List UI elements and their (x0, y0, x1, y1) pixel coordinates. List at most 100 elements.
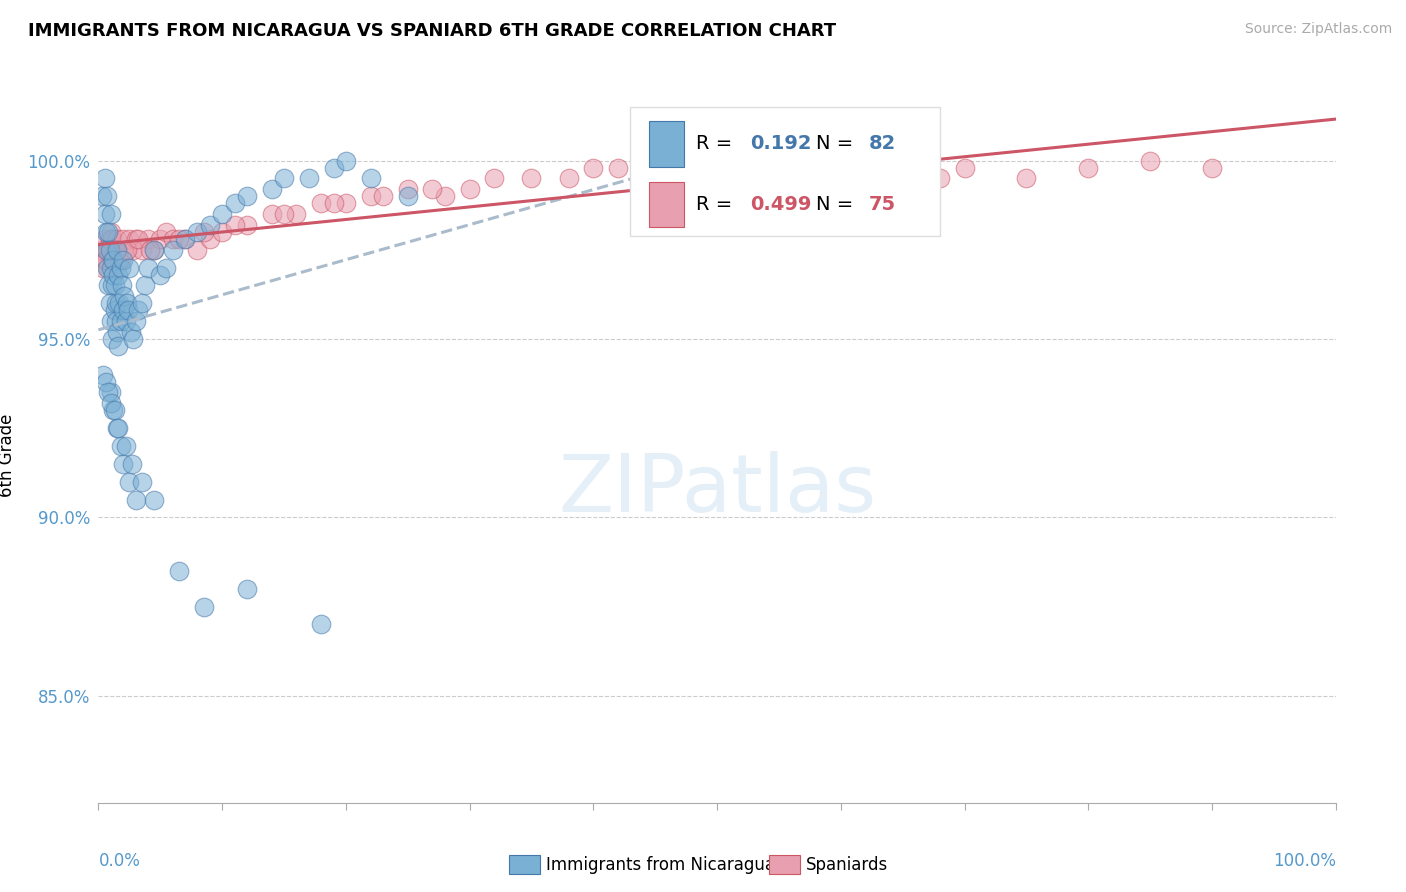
Point (143, 492, 166, 507)
Point (198, 218, 221, 232)
Point (484, 171, 506, 186)
Point (104, 296, 127, 310)
Point (103, 268, 125, 282)
Point (186, 225, 208, 239)
Point (96, 243, 118, 257)
FancyBboxPatch shape (650, 182, 683, 227)
Point (114, 314, 136, 328)
Point (97, 385, 120, 400)
Point (101, 332, 124, 346)
Point (322, 196, 344, 211)
Point (186, 243, 208, 257)
Point (93, 207, 115, 221)
Point (273, 171, 295, 186)
Point (110, 314, 132, 328)
Point (131, 296, 153, 310)
Point (103, 403, 125, 417)
Point (768, 171, 790, 186)
Point (1139, 153, 1161, 168)
Point (91, 243, 114, 257)
Point (155, 225, 177, 239)
Point (520, 171, 543, 186)
Point (731, 161, 754, 175)
Point (98, 296, 121, 310)
Point (100, 243, 122, 257)
Text: Spaniards: Spaniards (806, 856, 887, 874)
Point (855, 161, 877, 175)
Point (830, 161, 852, 175)
Point (211, 207, 233, 221)
Point (118, 260, 141, 275)
Point (224, 196, 246, 211)
Point (953, 161, 976, 175)
Point (103, 303, 125, 318)
Point (124, 314, 146, 328)
Point (93, 368, 115, 382)
Point (93, 171, 115, 186)
Point (891, 153, 914, 168)
Point (101, 232, 124, 246)
Point (112, 289, 135, 303)
Point (107, 339, 129, 353)
Point (91, 189, 114, 203)
Point (706, 161, 728, 175)
Point (94, 375, 117, 389)
Point (97, 260, 120, 275)
Point (105, 232, 128, 246)
Point (260, 207, 283, 221)
FancyBboxPatch shape (630, 107, 939, 235)
Point (224, 218, 246, 232)
Point (105, 421, 128, 435)
Point (136, 232, 159, 246)
Point (100, 385, 122, 400)
Point (396, 182, 419, 196)
Point (110, 439, 132, 453)
Point (804, 153, 827, 168)
Point (433, 189, 456, 203)
Point (193, 225, 215, 239)
Text: 100.0%: 100.0% (1272, 852, 1336, 870)
Point (1015, 171, 1038, 186)
Point (112, 232, 135, 246)
Point (134, 278, 156, 293)
Point (335, 153, 357, 168)
Point (97, 243, 120, 257)
Point (118, 475, 141, 489)
Point (94, 225, 117, 239)
Point (111, 278, 134, 293)
Point (94, 253, 117, 268)
Point (285, 207, 308, 221)
Point (118, 232, 141, 246)
Text: IMMIGRANTS FROM NICARAGUA VS SPANIARD 6TH GRADE CORRELATION CHART: IMMIGRANTS FROM NICARAGUA VS SPANIARD 6T… (28, 22, 837, 40)
Point (124, 492, 146, 507)
Point (108, 253, 131, 268)
Text: 0.192: 0.192 (751, 135, 813, 153)
Point (174, 232, 197, 246)
Point (1201, 161, 1223, 175)
Point (112, 457, 135, 471)
Point (112, 253, 135, 268)
Point (396, 189, 419, 203)
Point (124, 232, 146, 246)
Text: 82: 82 (869, 135, 897, 153)
Point (273, 207, 295, 221)
Point (198, 232, 221, 246)
Text: N =: N = (815, 135, 859, 153)
Text: 0.0%: 0.0% (98, 852, 141, 870)
Text: R =: R = (696, 135, 738, 153)
Point (93, 232, 115, 246)
Text: Immigrants from Nicaragua: Immigrants from Nicaragua (546, 856, 775, 874)
Point (100, 260, 122, 275)
Point (120, 325, 142, 339)
Point (97, 278, 120, 293)
Point (681, 171, 703, 186)
Point (371, 189, 394, 203)
Point (115, 243, 138, 257)
Point (98, 243, 121, 257)
Point (101, 278, 124, 293)
Point (107, 268, 129, 282)
Point (105, 243, 128, 257)
Point (557, 171, 579, 186)
Point (94, 243, 117, 257)
Point (127, 232, 149, 246)
